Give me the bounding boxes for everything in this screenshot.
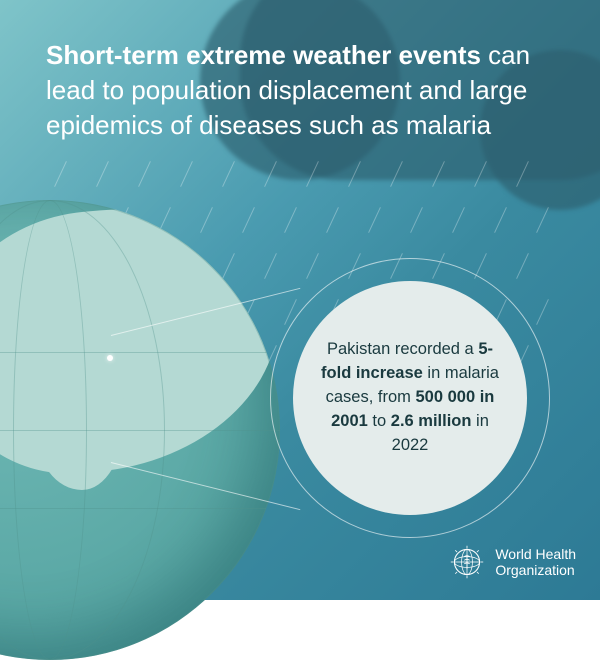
who-emblem-icon bbox=[449, 544, 485, 580]
globe-gridline bbox=[0, 430, 280, 431]
map-marker-pakistan bbox=[107, 355, 113, 361]
who-logo-text: World Health Organization bbox=[495, 546, 576, 578]
headline-bold: Short-term extreme weather events bbox=[46, 40, 481, 70]
stat-callout: Pakistan recorded a 5-fold increase in m… bbox=[293, 281, 527, 515]
globe-gridline bbox=[0, 508, 280, 509]
callout-text: Pakistan recorded a 5-fold increase in m… bbox=[321, 338, 499, 458]
headline-text: Short-term extreme weather events can le… bbox=[46, 38, 550, 143]
globe-gridline bbox=[0, 352, 280, 353]
who-logo: World Health Organization bbox=[449, 544, 576, 580]
